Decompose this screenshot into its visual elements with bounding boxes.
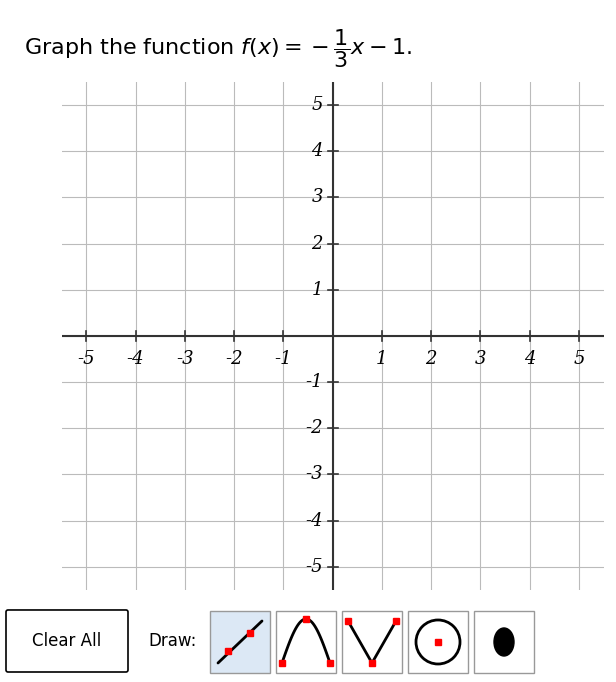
Text: Graph the function $f(x) = -\dfrac{1}{3}x - 1.$: Graph the function $f(x) = -\dfrac{1}{3}… — [24, 27, 412, 70]
Text: 3: 3 — [475, 350, 486, 368]
Text: 3: 3 — [311, 188, 323, 207]
Text: -4: -4 — [305, 512, 323, 530]
Text: 4: 4 — [524, 350, 535, 368]
Text: 5: 5 — [311, 96, 323, 114]
Text: -2: -2 — [305, 419, 323, 437]
FancyBboxPatch shape — [6, 610, 128, 672]
Text: -1: -1 — [275, 350, 292, 368]
Text: Draw:: Draw: — [148, 632, 197, 650]
Bar — [474, 611, 534, 673]
Bar — [276, 611, 336, 673]
Text: -2: -2 — [225, 350, 243, 368]
Text: -3: -3 — [176, 350, 193, 368]
Text: 2: 2 — [426, 350, 437, 368]
Text: Clear All: Clear All — [33, 632, 102, 650]
Bar — [210, 611, 270, 673]
Text: 5: 5 — [573, 350, 585, 368]
Text: 2: 2 — [311, 235, 323, 252]
Text: -3: -3 — [305, 465, 323, 484]
Text: -5: -5 — [78, 350, 95, 368]
Text: -4: -4 — [127, 350, 144, 368]
Bar — [408, 611, 468, 673]
Ellipse shape — [494, 628, 514, 656]
Text: 1: 1 — [311, 281, 323, 299]
Bar — [342, 611, 402, 673]
Text: 4: 4 — [311, 142, 323, 160]
Text: 1: 1 — [376, 350, 387, 368]
Text: -5: -5 — [305, 558, 323, 576]
Text: -1: -1 — [305, 373, 323, 391]
